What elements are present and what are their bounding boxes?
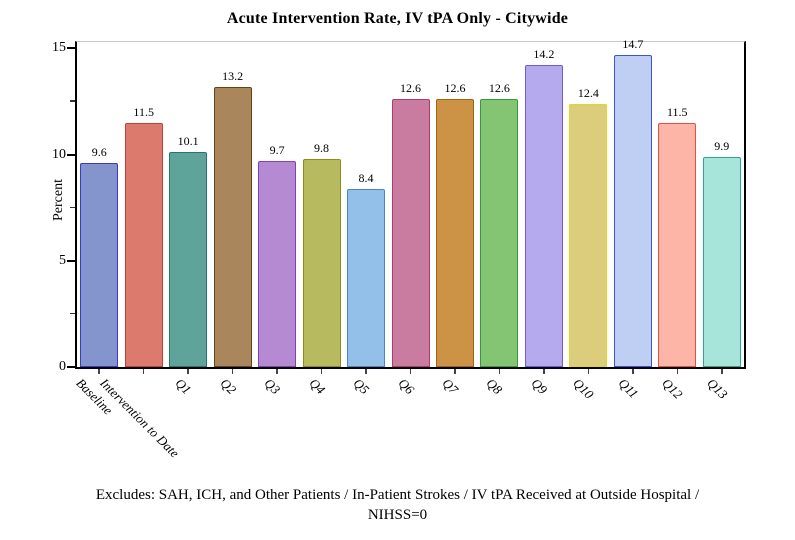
- bar-value-label: 14.7: [622, 36, 644, 51]
- x-tick: [543, 369, 545, 374]
- bar-q11: [613, 54, 652, 367]
- x-tick: [98, 369, 100, 374]
- bar-q2: [213, 86, 252, 367]
- y-minor-tick: [70, 312, 75, 315]
- chart-title: Acute Intervention Rate, IV tPA Only - C…: [226, 10, 569, 27]
- x-tick: [365, 369, 367, 374]
- bar-q1: [169, 152, 208, 367]
- bar-value-label: 12.6: [488, 81, 510, 96]
- x-tick-label-text: Q8: [483, 375, 506, 398]
- x-tick: [454, 369, 456, 374]
- x-tick-label-text: Q2: [217, 375, 240, 398]
- footnote-line-2: NIHSS=0: [367, 507, 428, 524]
- bar-value-label: 14.2: [533, 47, 555, 62]
- x-tick-label-text: Q9: [528, 375, 551, 398]
- x-tick: [632, 369, 634, 374]
- bar-intervention-to-date: [124, 122, 163, 367]
- bar-q8: [480, 99, 519, 367]
- bar-value-label: 9.9: [714, 138, 730, 153]
- plot-area: Percent 0 5 10 15 9.6 Baseline 11.5 Interventi…: [51, 36, 746, 460]
- x-tick: [409, 369, 412, 374]
- bar-value-label: 10.1: [177, 134, 199, 149]
- bar-value-label: 11.5: [667, 104, 688, 119]
- y-tick-label: 0: [59, 359, 66, 374]
- x-tick-label-text: Q13: [704, 375, 731, 402]
- y-minor-tick: [70, 206, 75, 209]
- bar-q13: [702, 156, 741, 367]
- x-tick: [231, 369, 234, 374]
- y-major-tick: [67, 153, 75, 156]
- bar-value-label: 12.4: [577, 85, 599, 100]
- bar-value-label: 12.6: [399, 81, 421, 96]
- bar-q12: [658, 122, 697, 367]
- x-tick: [142, 369, 145, 374]
- y-tick-label: 10: [52, 146, 66, 162]
- bar-q4: [302, 158, 341, 367]
- x-tick: [498, 369, 501, 374]
- bar-value-label: 9.6: [91, 145, 107, 160]
- bar-q3: [258, 160, 297, 367]
- x-tick: [187, 369, 189, 374]
- y-tick-label: 15: [52, 40, 66, 56]
- y-axis-title: Percent: [51, 179, 66, 221]
- footnote: Excludes: SAH, ICH, and Other Patients /…: [0, 485, 795, 526]
- bar-baseline: [80, 163, 119, 367]
- bar-value-label: 8.4: [358, 170, 374, 185]
- y-major-tick: [67, 47, 75, 50]
- x-tick-label-text: Q7: [439, 375, 462, 398]
- x-tick-label-text: Q1: [172, 375, 195, 398]
- bar-value-label: 12.6: [444, 81, 466, 96]
- x-tick: [320, 369, 323, 374]
- y-tick-label: 5: [59, 252, 66, 268]
- x-tick-label-text: Q12: [659, 375, 686, 402]
- footnote-line-1: Excludes: SAH, ICH, and Other Patients /…: [95, 487, 700, 503]
- x-tick-label-text: Q10: [570, 375, 598, 402]
- bar-q6: [391, 99, 430, 367]
- bar-q9: [524, 65, 563, 367]
- y-major-tick: [67, 259, 75, 262]
- x-tick-label-text: Q4: [306, 375, 328, 398]
- x-tick-label-text: Q3: [261, 375, 284, 398]
- x-tick: [276, 369, 278, 374]
- x-tick: [587, 369, 590, 374]
- y-minor-tick: [70, 100, 75, 102]
- y-major-tick: [67, 366, 75, 368]
- x-tick: [676, 369, 679, 374]
- x-tick-label-text: Q5: [350, 375, 373, 398]
- x-tick-label-text: Q6: [395, 375, 417, 398]
- x-tick: [721, 369, 723, 374]
- bar-value-label: 13.2: [222, 68, 244, 83]
- bar-q5: [347, 188, 386, 367]
- bar-value-label: 9.7: [269, 142, 285, 157]
- x-tick-label-text: Intervention to Date: [96, 375, 183, 461]
- bar-q10: [569, 103, 608, 367]
- x-tick-label-text: Q11: [615, 375, 642, 402]
- bar-q7: [435, 99, 474, 367]
- bar-value-label: 11.5: [133, 104, 154, 119]
- bar-value-label: 9.8: [314, 140, 330, 155]
